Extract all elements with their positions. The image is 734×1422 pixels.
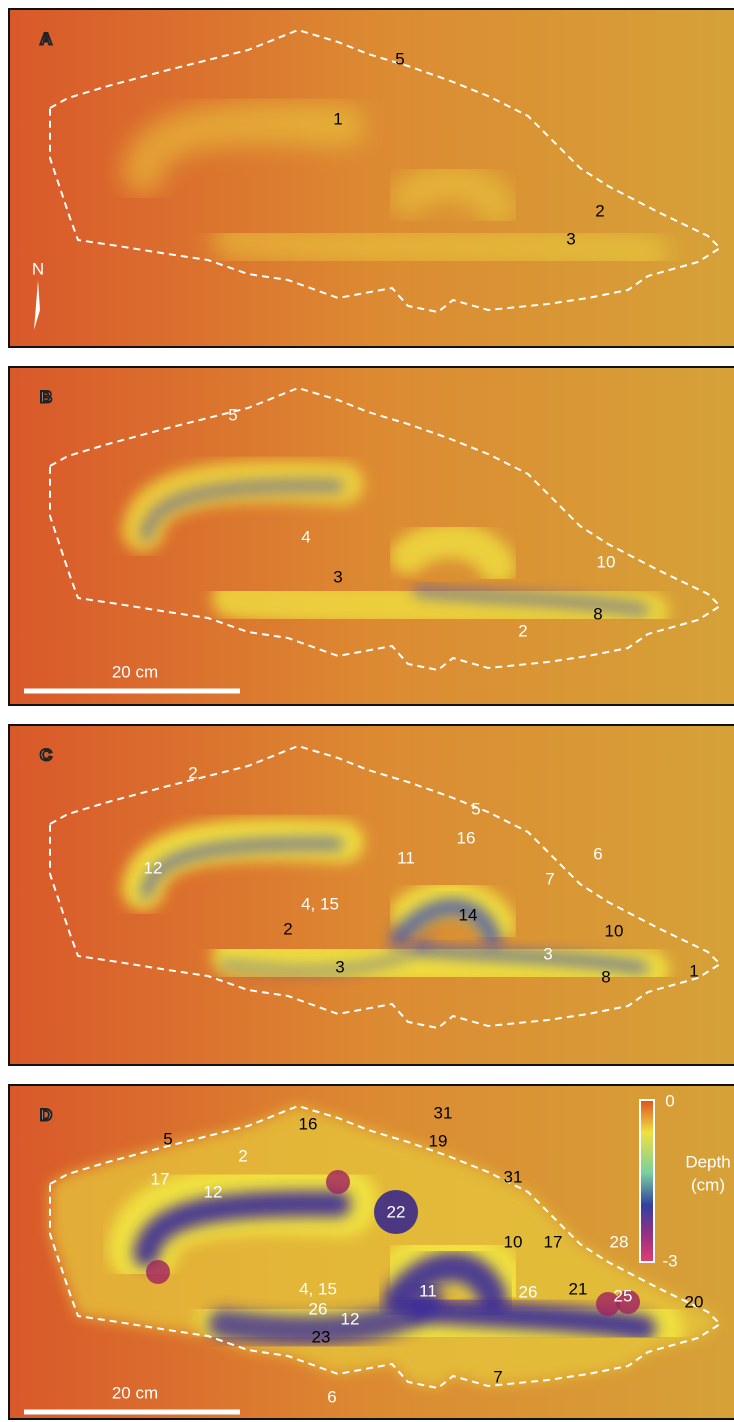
feature-label: 2	[188, 763, 197, 782]
feature-label: 11	[419, 1281, 437, 1300]
feature-label: 2	[595, 201, 604, 220]
feature-label: 2	[238, 1146, 247, 1165]
feature-label: 7	[545, 869, 554, 888]
feature-label: 23	[312, 1327, 331, 1346]
feature-label: 10	[504, 1232, 523, 1251]
background	[9, 725, 734, 1065]
colorbar-title: Depth	[685, 1152, 730, 1171]
feature-label: 7	[493, 1367, 502, 1386]
feature-label: 11	[397, 848, 415, 867]
panel-a: A 5 1 2 3 N	[8, 8, 734, 348]
panel-letter: D	[40, 1105, 52, 1124]
feature-label: 19	[429, 1131, 448, 1150]
colorbar-min: -3	[662, 1251, 677, 1270]
feature-label: 21	[569, 1279, 588, 1298]
feature-label: 28	[610, 1232, 629, 1251]
feature-label: 5	[228, 405, 237, 424]
panel-letter: C	[40, 745, 52, 764]
colorbar	[640, 1100, 654, 1262]
colorbar-max: 0	[665, 1091, 674, 1110]
footprint-feature	[326, 1170, 350, 1194]
feature-label: 10	[597, 552, 616, 571]
panel-d: D 31 16 5 19 2 17 31 12 22 28 10 17 4, 15 11 26 21 25 20 26…	[8, 1084, 734, 1420]
feature-label: 17	[151, 1169, 170, 1188]
feature-label: 17	[544, 1232, 563, 1251]
feature-label: 26	[309, 1299, 328, 1318]
feature-label: 16	[299, 1114, 318, 1133]
feature-label: 5	[471, 799, 480, 818]
feature-label: 8	[601, 967, 610, 986]
scale-label: 20 cm	[112, 1383, 158, 1402]
background	[9, 9, 734, 347]
feature-label: 14	[459, 905, 478, 924]
feature-label: 20	[685, 1292, 704, 1311]
scale-label: 20 cm	[112, 662, 158, 681]
feature-label: 10	[605, 921, 624, 940]
feature-label: 4, 15	[299, 1279, 337, 1298]
feature-label: 31	[504, 1167, 523, 1186]
feature-label: 1	[689, 961, 698, 980]
feature-label: 5	[395, 49, 404, 68]
page: A5123N B541038220 cm C52166121174, 15141…	[0, 0, 734, 1422]
feature-label: 3	[566, 229, 575, 248]
panel-c: C 5 2 16 6 12 11 7 4, 15 14 10 2 3 3 1 8	[8, 724, 734, 1066]
panel-b: B 5 4 10 3 8 2 20 cm	[8, 366, 734, 706]
feature-label: 31	[434, 1103, 453, 1122]
panel-letter: A	[40, 29, 52, 48]
feature-label: 4	[301, 527, 310, 546]
feature-label: 3	[333, 567, 342, 586]
feature-label: 1	[333, 109, 342, 128]
footprint-feature	[233, 240, 648, 254]
feature-label: 12	[144, 858, 163, 877]
feature-label: 2	[518, 621, 527, 640]
feature-label: 8	[593, 604, 602, 623]
panel-letter: B	[40, 387, 52, 406]
feature-label: 6	[593, 844, 602, 863]
footprint-feature	[146, 1260, 170, 1284]
feature-label: 25	[614, 1286, 633, 1305]
feature-label: 5	[163, 1129, 172, 1148]
feature-label: 12	[204, 1182, 223, 1201]
feature-label: 22	[387, 1202, 406, 1221]
north-label: N	[32, 259, 44, 278]
feature-label: 2	[283, 919, 292, 938]
feature-label: 6	[327, 1387, 336, 1406]
colorbar-unit: (cm)	[691, 1175, 725, 1194]
feature-label: 3	[543, 944, 552, 963]
feature-label: 12	[341, 1309, 360, 1328]
feature-label: 26	[519, 1282, 538, 1301]
feature-label: 16	[457, 828, 476, 847]
background	[9, 367, 734, 705]
feature-label: 3	[335, 957, 344, 976]
feature-label: 4, 15	[301, 894, 339, 913]
